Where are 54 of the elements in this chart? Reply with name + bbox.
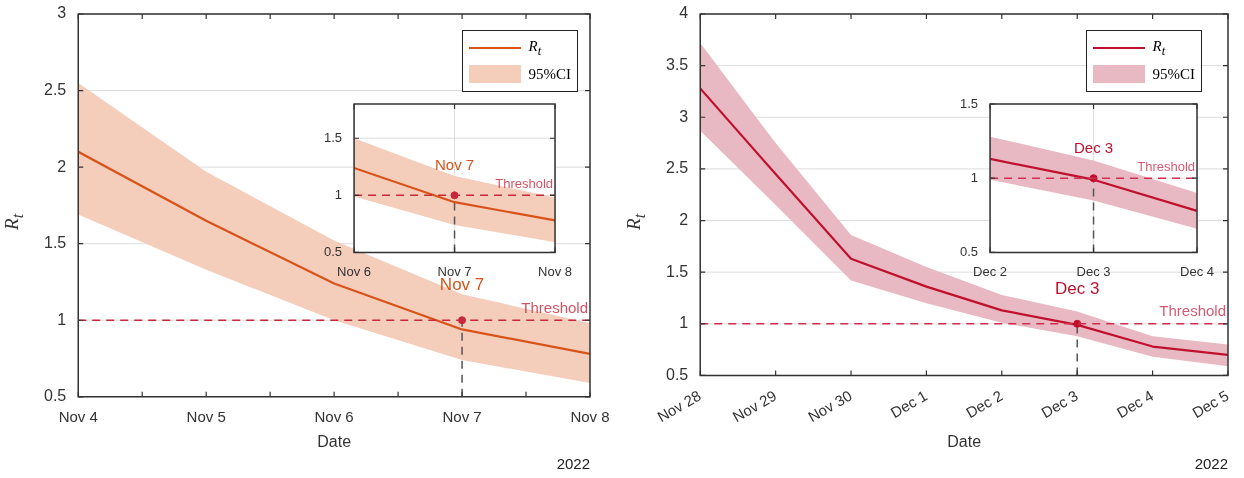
legend-label: R$_{t}$ (1152, 37, 1166, 59)
x-tick-label: Nov 7 (437, 263, 472, 279)
annotation: Dec 3 (1073, 138, 1114, 156)
y-tick-label: 3.5 (665, 56, 689, 74)
y-tick-label: 0.5 (959, 243, 979, 259)
ref-line-label: Threshold (495, 176, 554, 192)
ref-line-label: Threshold (1137, 159, 1196, 175)
legend-label: 95%CI (1152, 65, 1195, 83)
x-tick-label: Nov 6 (337, 263, 372, 279)
x-tick-label: Nov 6 (314, 407, 354, 425)
x-tick-label: Dec 2 (962, 386, 1006, 421)
y-tick-label: 1 (57, 310, 67, 328)
x-tick-label: Nov 7 (442, 407, 482, 425)
y-tick-label: 1 (679, 314, 689, 332)
legend-label: 95%CI (528, 65, 571, 83)
y-tick-label: 0.5 (323, 243, 343, 259)
x-tick-label: Dec 1 (887, 386, 930, 421)
annotation: Nov 7 (434, 155, 475, 173)
x-axis-title: Date (317, 432, 352, 450)
x-tick-label: Nov 4 (58, 407, 98, 425)
annotation: Dec 3 (1055, 279, 1100, 298)
text: 2022 (1194, 454, 1228, 472)
x-tick-label: Dec 4 (1113, 386, 1157, 421)
x-tick-label: Nov 28 (654, 386, 704, 426)
y-tick-label: 3 (57, 4, 67, 22)
y-tick-label: 1.5 (43, 234, 67, 252)
y-tick-label: 1.5 (959, 95, 979, 111)
y-tick-label: 4 (679, 4, 689, 22)
y-tick-label: 0.5 (665, 365, 689, 383)
y-tick-label: 2 (57, 157, 67, 175)
x-tick-label: Nov 8 (538, 263, 572, 279)
x-tick-label: Dec 3 (1038, 386, 1081, 421)
x-tick-label: Dec 3 (1076, 263, 1111, 279)
x-tick-label: Nov 29 (729, 386, 780, 426)
y-tick-label: 2.5 (665, 159, 689, 177)
y-tick-label: 1 (970, 169, 979, 185)
y-tick-label: 3 (679, 107, 689, 125)
y-tick-label: 0.5 (43, 387, 67, 405)
ref-line-label: Threshold (1159, 302, 1226, 320)
x-tick-label: Dec 5 (1189, 386, 1232, 421)
y-tick-label: 1.5 (665, 262, 689, 280)
y-tick-label: 1 (334, 186, 343, 202)
y-tick-label: 1.5 (323, 129, 343, 145)
x-axis-title: Date (947, 432, 982, 450)
x-tick-label: Nov 30 (804, 386, 855, 426)
legend-label: R$_{t}$ (528, 37, 542, 59)
text: 2022 (556, 454, 590, 472)
x-tick-label: Nov 5 (186, 407, 226, 425)
x-tick-label: Nov 8 (570, 407, 610, 425)
y-tick-label: 2 (679, 210, 689, 228)
x-tick-label: Dec 4 (1180, 263, 1214, 279)
ref-line-label: Threshold (521, 298, 588, 316)
x-tick-label: Dec 2 (973, 263, 1008, 279)
y-tick-label: 2.5 (43, 80, 67, 98)
